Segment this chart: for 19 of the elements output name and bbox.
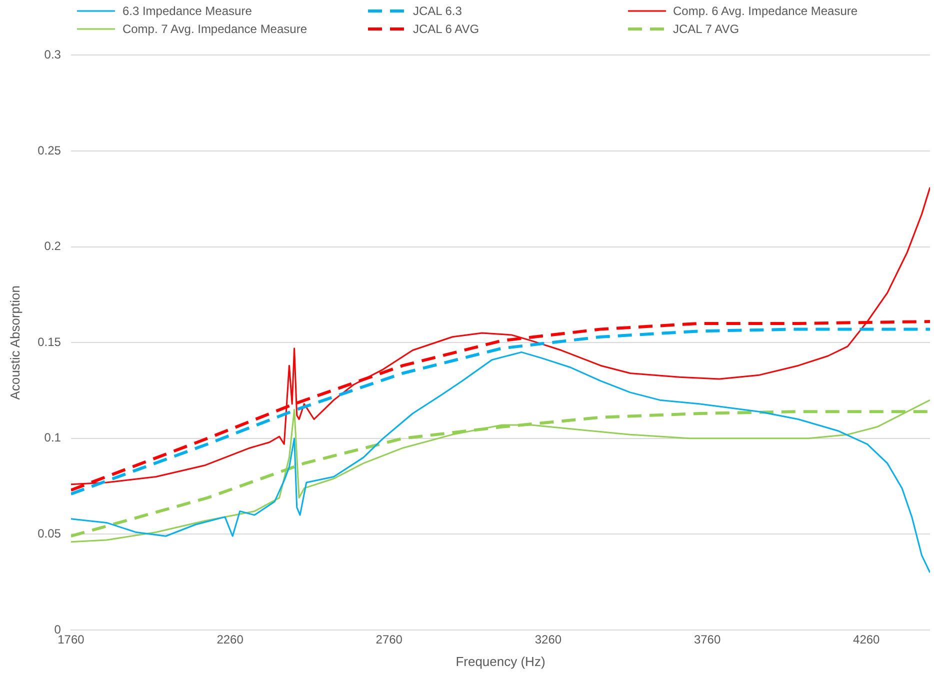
legend-label: Comp. 7 Avg. Impedance Measure bbox=[122, 22, 307, 36]
y-tick-label: 0.25 bbox=[38, 143, 62, 158]
x-tick-label: 3260 bbox=[534, 632, 562, 647]
x-axis-title: Frequency (Hz) bbox=[456, 654, 546, 669]
x-tick-label: 3760 bbox=[694, 632, 721, 647]
x-tick-label: 2260 bbox=[216, 632, 244, 647]
y-axis-title: Acoustic Absorption bbox=[7, 286, 22, 400]
y-tick-label: 0.2 bbox=[44, 239, 62, 254]
y-tick-label: 0.05 bbox=[38, 526, 62, 541]
y-tick-label: 0.1 bbox=[44, 430, 62, 445]
legend-label: JCAL 6 AVG bbox=[413, 22, 480, 36]
legend-label: Comp. 6 Avg. Impedance Measure bbox=[673, 4, 858, 18]
x-tick-label: 4260 bbox=[853, 632, 880, 647]
legend-label: JCAL 6.3 bbox=[413, 4, 462, 18]
legend-label: 6.3 Impedance Measure bbox=[122, 4, 252, 18]
y-tick-label: 0.15 bbox=[38, 334, 62, 349]
x-tick-label: 2760 bbox=[376, 632, 403, 647]
legend-label: JCAL 7 AVG bbox=[673, 22, 740, 36]
y-tick-label: 0.3 bbox=[44, 48, 62, 62]
